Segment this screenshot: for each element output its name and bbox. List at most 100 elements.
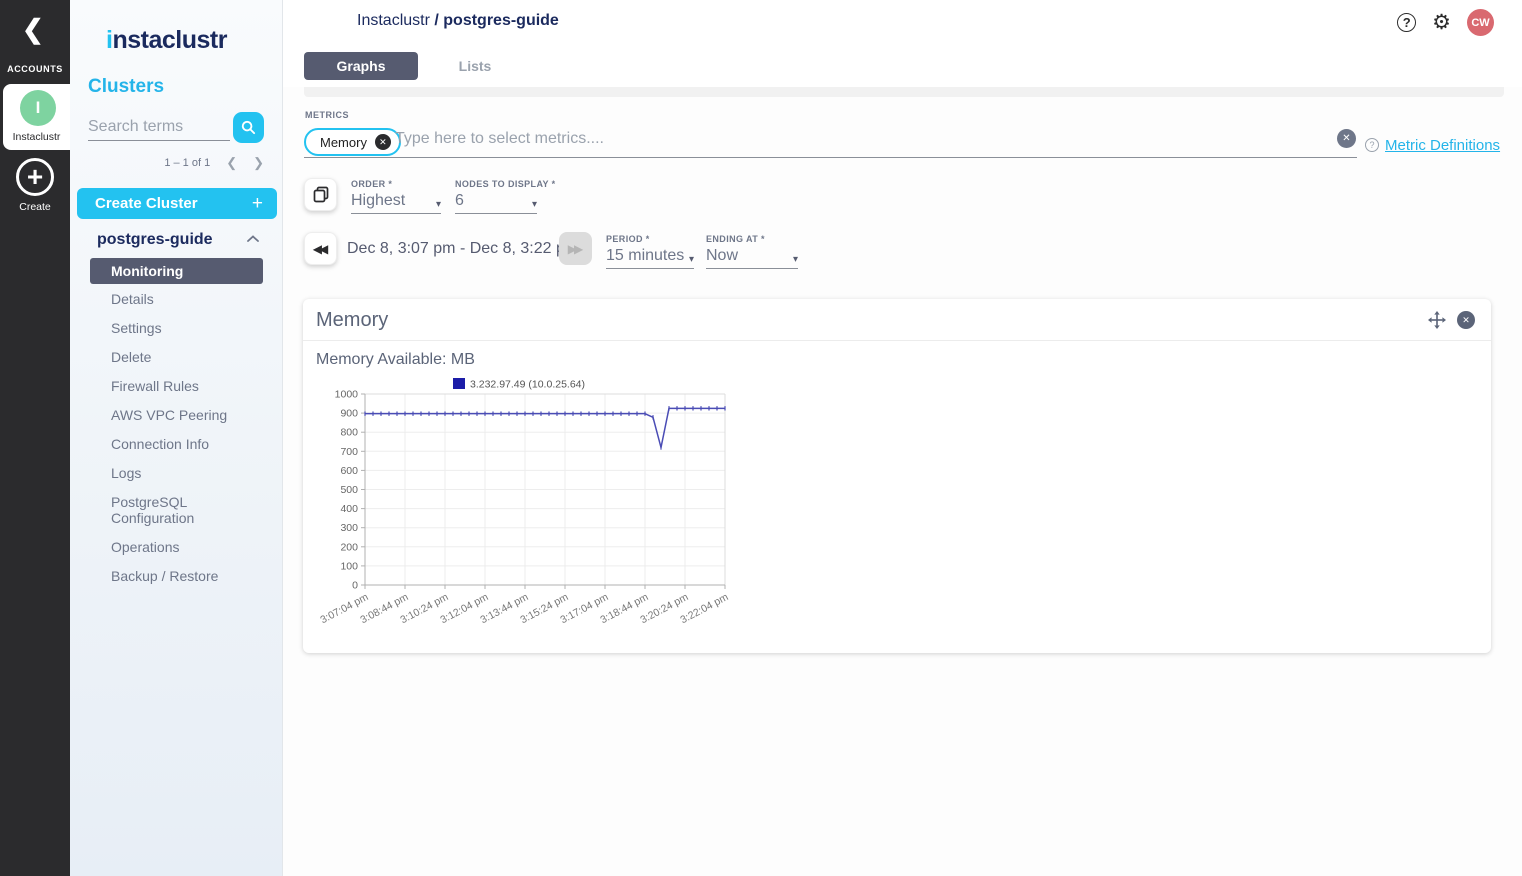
memory-chart: 0 100 200 300 400 500 600 700 800 900 1000 3:07:04 … — [313, 377, 753, 632]
nodes-to-display-label: NODES TO DISPLAY * — [455, 179, 556, 189]
sidebar-item-delete[interactable]: Delete — [111, 349, 152, 365]
create-account-label: Create — [19, 201, 51, 213]
pagination-text: 1 – 1 of 1 — [164, 157, 211, 169]
cluster-expander-postgres-guide[interactable]: postgres-guide — [70, 226, 283, 254]
svg-text:200: 200 — [340, 541, 358, 553]
create-cluster-label: Create Cluster — [95, 195, 198, 212]
main-content: Instaclustr / postgres-guide ? ⚙ CW Grap… — [283, 0, 1522, 876]
sidebar-item-logs[interactable]: Logs — [111, 465, 142, 481]
svg-text:700: 700 — [340, 446, 358, 458]
nodes-to-display-select[interactable]: 6 ▾ — [455, 192, 537, 214]
create-account-button[interactable]: + Create — [0, 158, 70, 213]
sidebar-item-settings[interactable]: Settings — [111, 320, 162, 336]
metric-select-input[interactable] — [395, 130, 1335, 148]
logo-dot: i — [106, 26, 113, 54]
cluster-sidebar: instaclustr Clusters 1 – 1 of 1 ❮ ❯ Crea… — [70, 0, 283, 876]
search-button[interactable] — [233, 112, 264, 143]
metric-input-underline — [304, 157, 1357, 158]
breadcrumb-current: / postgres-guide — [434, 12, 559, 29]
search-icon — [241, 120, 256, 135]
memory-chart-svg: 010020030040050060070080090010003:07:04 … — [318, 378, 731, 626]
definitions-help-icon[interactable]: ? — [1365, 138, 1379, 152]
breadcrumb-root[interactable]: Instaclustr — [357, 12, 430, 29]
account-name: Instaclustr — [12, 131, 61, 143]
account-rail: ❮ ACCOUNTS I Instaclustr + Create — [0, 0, 70, 876]
metric-definitions-link[interactable]: Metric Definitions — [1385, 137, 1501, 154]
remove-chip-icon[interactable]: ✕ — [374, 134, 391, 150]
tab-bar: Graphs Lists — [283, 45, 1522, 87]
header-actions: ? ⚙ CW — [1397, 9, 1494, 36]
sidebar-item-connection-info[interactable]: Connection Info — [111, 436, 210, 452]
cluster-menu: Monitoring Details Settings Delete Firew… — [90, 258, 263, 591]
ending-at-label: ENDING AT * — [706, 234, 765, 244]
collapse-rail-icon[interactable]: ❮ — [22, 14, 44, 44]
fast-forward-icon: ▶▶ — [567, 241, 584, 256]
chevron-down-icon: ▾ — [792, 254, 798, 265]
plus-circle-icon: + — [16, 158, 54, 196]
chevron-down-icon: ▾ — [688, 254, 694, 265]
move-card-icon[interactable] — [1428, 311, 1446, 329]
sidebar-item-aws-vpc-peering[interactable]: AWS VPC Peering — [111, 407, 228, 423]
svg-text:1000: 1000 — [335, 389, 359, 401]
ending-at-select[interactable]: Now ▾ — [706, 247, 798, 269]
sidebar-item-postgresql-configuration[interactable]: PostgreSQL Configuration — [111, 494, 195, 526]
sidebar-item-details[interactable]: Details — [111, 291, 154, 307]
page-prev-icon[interactable]: ❮ — [226, 155, 238, 170]
period-label: PERIOD * — [606, 234, 650, 244]
accounts-label: ACCOUNTS — [7, 64, 63, 74]
create-cluster-button[interactable]: Create Cluster + — [77, 188, 277, 219]
account-avatar[interactable]: I — [20, 90, 56, 126]
svg-text:0: 0 — [352, 580, 358, 592]
memory-graph-card: Memory ✕ Memory Available: MB 0 100 200 300… — [303, 299, 1491, 653]
card-title: Memory — [316, 309, 389, 331]
metrics-label: METRICS — [305, 110, 349, 120]
svg-text:800: 800 — [340, 427, 358, 439]
clusters-heading: Clusters — [88, 76, 165, 97]
cluster-name: postgres-guide — [97, 231, 213, 248]
chevron-down-icon: ▾ — [435, 199, 441, 210]
svg-text:600: 600 — [340, 465, 358, 477]
time-backward-button[interactable]: ◀◀ — [304, 232, 337, 265]
cluster-pagination: 1 – 1 of 1 ❮ ❯ — [164, 155, 264, 171]
metric-chip-label: Memory — [320, 134, 367, 150]
close-card-icon[interactable]: ✕ — [1457, 311, 1475, 329]
sidebar-item-firewall-rules[interactable]: Firewall Rules — [111, 378, 199, 394]
copy-icon — [313, 186, 328, 203]
period-select[interactable]: 15 minutes ▾ — [606, 247, 694, 269]
sidebar-item-monitoring[interactable]: Monitoring — [90, 258, 263, 284]
gear-icon[interactable]: ⚙ — [1432, 11, 1451, 34]
card-header: Memory ✕ — [303, 299, 1491, 341]
time-forward-button-disabled[interactable]: ▶▶ — [559, 232, 592, 265]
search-input[interactable] — [88, 114, 230, 141]
svg-text:400: 400 — [340, 503, 358, 515]
chevron-down-icon: ▾ — [531, 199, 537, 210]
copy-graphs-button[interactable] — [304, 178, 337, 211]
chart-subtitle: Memory Available: MB — [316, 351, 475, 368]
tab-underlay — [304, 87, 1504, 97]
rewind-icon: ◀◀ — [312, 241, 329, 256]
date-range-text: Dec 8, 3:07 pm - Dec 8, 3:22 pm — [347, 240, 579, 257]
chevron-up-icon — [247, 234, 259, 246]
metric-chip-memory[interactable]: Memory ✕ — [304, 128, 401, 156]
order-select[interactable]: Highest ▾ — [351, 192, 441, 214]
user-avatar[interactable]: CW — [1467, 9, 1494, 36]
sidebar-item-operations[interactable]: Operations — [111, 539, 180, 555]
instaclustr-logo: instaclustr — [106, 26, 227, 54]
tab-lists[interactable]: Lists — [458, 58, 492, 74]
breadcrumb: Instaclustr / postgres-guide — [357, 12, 559, 30]
page-next-icon[interactable]: ❯ — [253, 155, 264, 170]
sidebar-item-backup-restore[interactable]: Backup / Restore — [111, 568, 219, 584]
tab-graphs[interactable]: Graphs — [304, 52, 418, 80]
svg-text:100: 100 — [340, 560, 358, 572]
clear-metrics-icon[interactable]: ✕ — [1337, 129, 1356, 148]
svg-text:500: 500 — [340, 484, 358, 496]
account-tile[interactable]: I Instaclustr — [3, 84, 70, 150]
plus-icon: + — [251, 192, 263, 214]
help-icon[interactable]: ? — [1397, 13, 1417, 32]
top-header: Instaclustr / postgres-guide ? ⚙ CW — [283, 0, 1522, 45]
cluster-search — [88, 112, 268, 143]
order-label: ORDER * — [351, 179, 393, 189]
svg-text:3.232.97.49 (10.0.25.64): 3.232.97.49 (10.0.25.64) — [470, 379, 585, 391]
svg-text:300: 300 — [340, 522, 358, 534]
